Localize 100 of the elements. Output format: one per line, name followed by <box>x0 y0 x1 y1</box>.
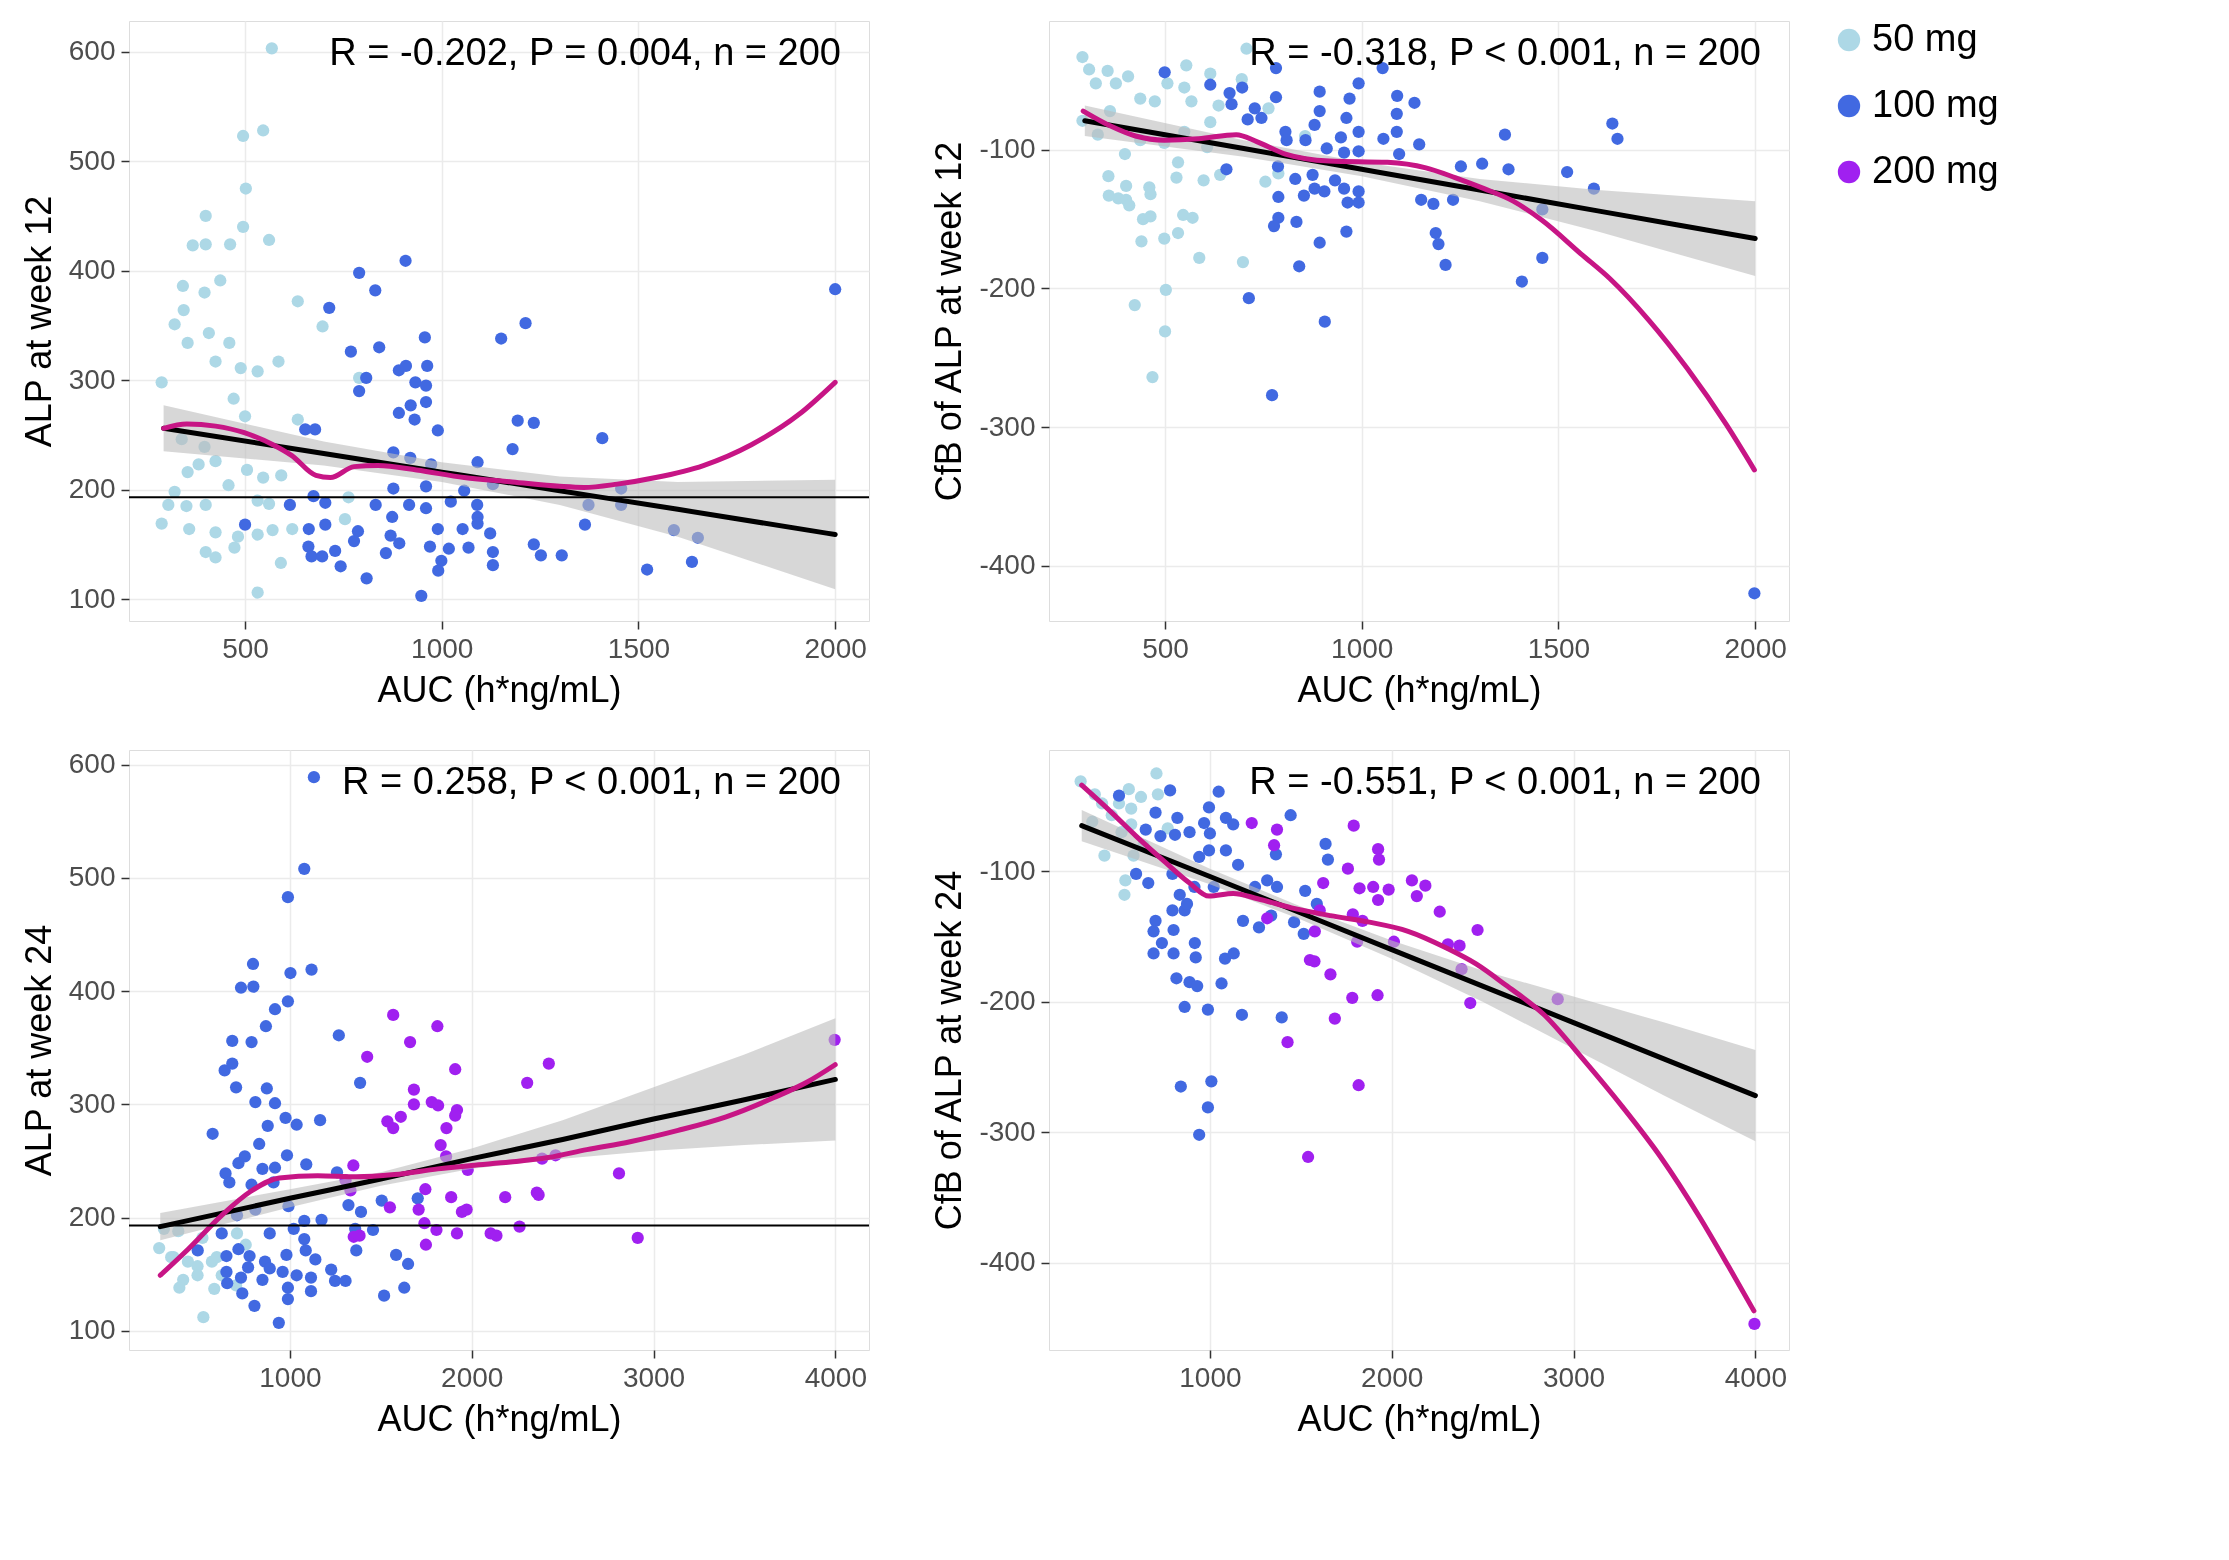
point <box>1109 77 1122 90</box>
point <box>1098 849 1111 862</box>
point <box>1382 883 1395 896</box>
point <box>419 1183 432 1196</box>
point <box>1267 839 1281 852</box>
point <box>445 1191 458 1204</box>
point <box>439 1150 453 1163</box>
point <box>191 1269 204 1282</box>
point <box>1387 935 1401 948</box>
point <box>198 286 211 299</box>
legend-label: 50 mg <box>1872 17 1978 59</box>
point <box>440 1122 453 1135</box>
point <box>208 1282 221 1295</box>
point <box>338 513 352 526</box>
point <box>1103 104 1117 118</box>
x-tick-label: 2000 <box>1724 632 1787 664</box>
point <box>236 129 250 143</box>
point <box>316 320 329 333</box>
point <box>155 376 168 389</box>
point <box>274 556 287 570</box>
point <box>1308 925 1321 938</box>
y-tick-label: -200 <box>979 985 1036 1017</box>
point <box>419 1238 433 1251</box>
annotation: R = -0.551, P < 0.001, n = 200 <box>1249 760 1761 802</box>
y-tick-label: 100 <box>68 1314 116 1346</box>
point <box>449 1063 462 1076</box>
x-tick-label: 2000 <box>441 1361 504 1393</box>
point <box>1180 59 1193 72</box>
point <box>1134 92 1147 105</box>
point <box>1091 128 1104 141</box>
point <box>275 469 288 482</box>
point <box>1405 874 1419 887</box>
y-tick-label: 500 <box>68 861 116 893</box>
point <box>257 124 270 137</box>
point <box>1186 211 1199 224</box>
x-tick-label: 1000 <box>411 632 474 664</box>
point <box>1146 371 1159 384</box>
point <box>223 336 236 350</box>
point <box>1262 102 1275 115</box>
point <box>403 1035 417 1049</box>
point <box>1371 893 1385 907</box>
point <box>209 526 222 539</box>
point <box>431 1020 444 1033</box>
point <box>1367 880 1380 894</box>
annotation: R = -0.318, P < 0.001, n = 200 <box>1249 31 1761 73</box>
point <box>181 465 194 479</box>
y-tick-label: 400 <box>68 974 116 1006</box>
point <box>1150 767 1163 780</box>
point <box>240 463 254 477</box>
point <box>1328 1012 1341 1025</box>
point <box>1419 879 1432 892</box>
x-tick-label: 2000 <box>1361 1361 1424 1393</box>
point <box>227 392 240 405</box>
point <box>251 586 264 599</box>
x-axis-title: AUC (h*ng/mL) <box>1297 1397 1542 1439</box>
point <box>1121 70 1135 83</box>
point <box>199 545 212 559</box>
point <box>1212 99 1225 112</box>
point <box>168 318 181 331</box>
point <box>230 1227 244 1240</box>
point <box>1144 210 1157 223</box>
point <box>186 239 199 252</box>
point <box>262 497 276 510</box>
point <box>361 1050 374 1063</box>
y-axis-title: CfB of ALP at week 12 <box>928 141 970 502</box>
point <box>1236 256 1250 269</box>
x-tick-label: 1000 <box>259 1361 322 1393</box>
point <box>1171 156 1185 169</box>
point <box>1119 874 1132 887</box>
legend-label: 200 mg <box>1872 149 1999 191</box>
y-axis-title: CfB of ALP at week 24 <box>928 870 970 1231</box>
point <box>1346 991 1359 1004</box>
point <box>383 1201 397 1214</box>
point <box>162 498 175 512</box>
point <box>1128 298 1141 312</box>
point <box>197 1311 210 1324</box>
point <box>412 1203 425 1216</box>
y-tick-label: -400 <box>979 549 1036 581</box>
point <box>210 1251 223 1264</box>
point <box>1245 816 1258 830</box>
point <box>291 295 304 308</box>
y-tick-label: -300 <box>979 410 1036 442</box>
point <box>347 1159 360 1172</box>
point <box>1151 788 1165 801</box>
x-tick-label: 1500 <box>607 632 671 664</box>
point <box>394 1110 407 1123</box>
point <box>1270 823 1284 836</box>
point <box>499 1191 512 1204</box>
point <box>199 209 212 222</box>
y-tick-label: 400 <box>68 254 116 286</box>
point <box>180 499 193 513</box>
point <box>1170 171 1183 184</box>
point <box>198 440 211 454</box>
point <box>1158 325 1172 338</box>
point <box>1347 819 1360 832</box>
point <box>251 365 264 378</box>
y-tick-label: -200 <box>979 271 1036 303</box>
y-axis-title: ALP at week 12 <box>17 195 59 448</box>
point <box>257 471 270 484</box>
point <box>173 1281 186 1294</box>
